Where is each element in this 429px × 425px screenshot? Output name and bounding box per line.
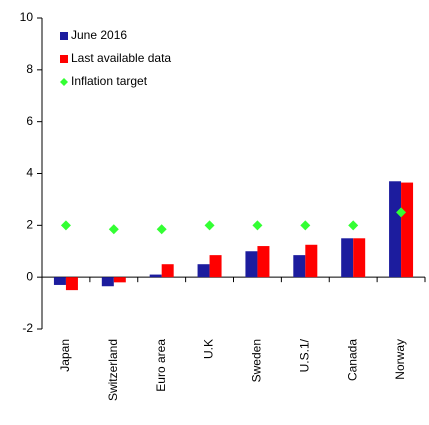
legend-swatch <box>60 55 68 63</box>
bar <box>401 182 414 278</box>
x-tick-label: Sweden <box>250 339 264 382</box>
y-tick-label: 8 <box>26 62 33 76</box>
y-tick-label: 2 <box>26 218 33 232</box>
bar <box>197 264 210 278</box>
bar <box>257 246 270 278</box>
y-tick-label: 6 <box>26 114 33 128</box>
x-tick-label: U.S.1/ <box>297 338 311 372</box>
legend-swatch <box>60 32 68 40</box>
x-tick-label: Switzerland <box>106 339 120 401</box>
diamond-marker <box>300 220 311 231</box>
bar <box>53 277 66 285</box>
x-tick-label: Japan <box>58 339 72 372</box>
bar <box>293 255 306 278</box>
legend-label: Last available data <box>71 51 171 65</box>
bar <box>305 244 318 278</box>
x-tick-label: Norway <box>393 339 407 380</box>
diamond-marker <box>204 220 215 231</box>
diamond-marker <box>396 207 407 218</box>
x-tick-label: Euro area <box>154 339 168 392</box>
bar <box>65 277 78 291</box>
y-tick-label: 4 <box>26 166 33 180</box>
legend-label: June 2016 <box>71 28 127 42</box>
bar <box>353 238 366 278</box>
bar <box>161 264 174 278</box>
diamond-marker <box>348 220 359 231</box>
bar <box>389 181 402 278</box>
diamond-marker <box>156 224 167 235</box>
bar <box>149 274 162 278</box>
y-tick-label: -2 <box>22 321 33 335</box>
bar <box>209 255 222 278</box>
x-tick-label: U.K <box>202 339 216 359</box>
bar <box>341 238 354 278</box>
x-tick-label: Canada <box>345 339 359 381</box>
bar <box>113 277 126 283</box>
y-tick-label: 10 <box>20 10 34 24</box>
diamond-marker <box>108 224 119 235</box>
legend-swatch <box>60 78 68 86</box>
legend-label: Inflation target <box>71 74 148 88</box>
diamond-marker <box>60 220 71 231</box>
diamond-marker <box>252 220 263 231</box>
bar <box>245 251 258 278</box>
y-tick-label: 0 <box>26 269 33 283</box>
bar <box>101 277 114 287</box>
